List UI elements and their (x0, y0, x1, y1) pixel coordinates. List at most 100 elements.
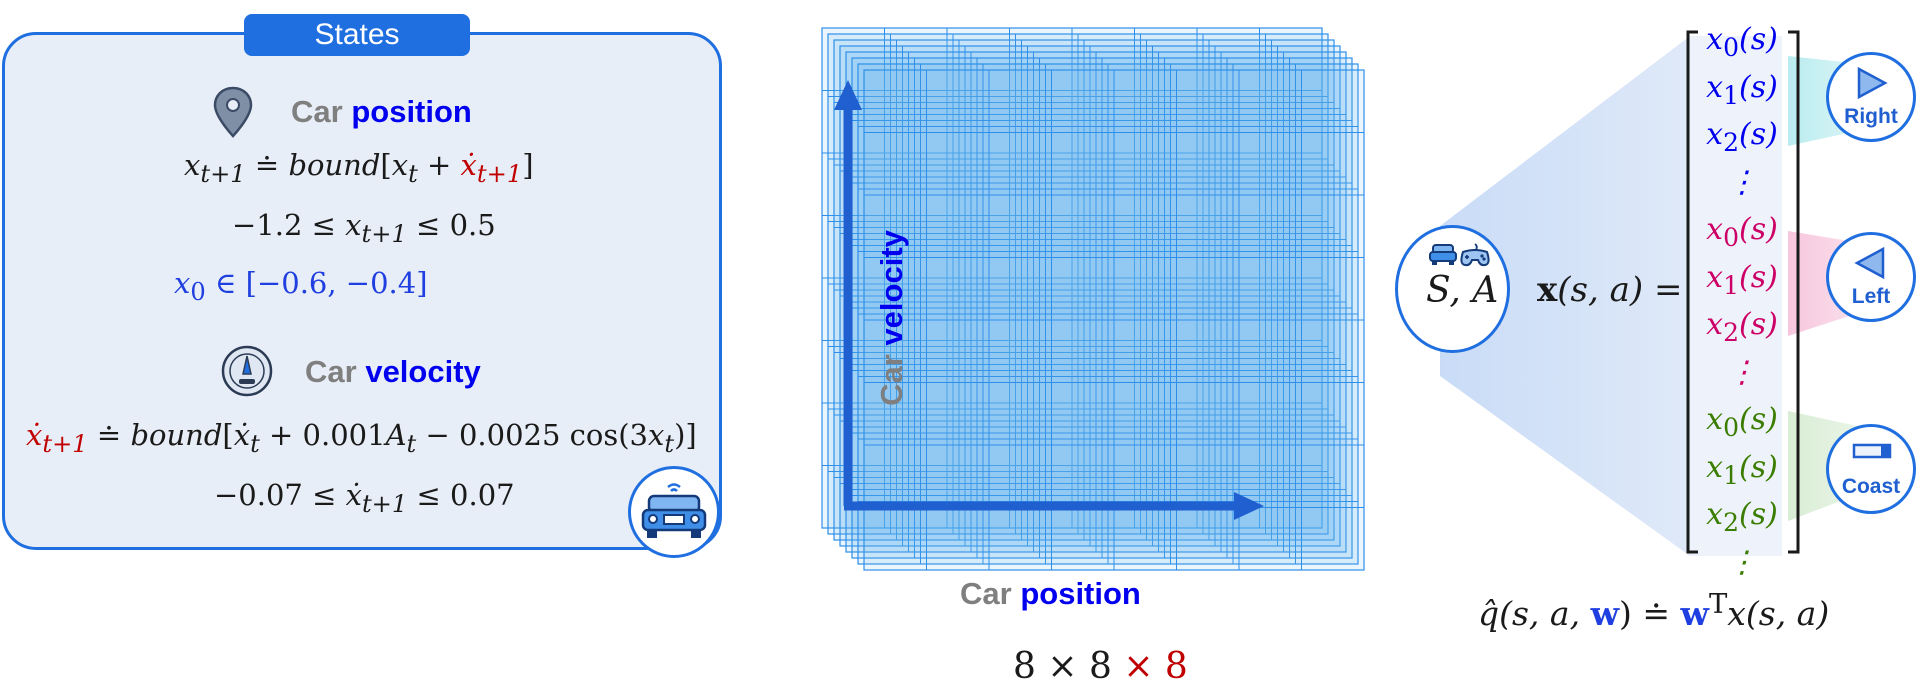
velocity-word: velocity (365, 354, 481, 389)
car-position-header: Car position (291, 94, 472, 130)
eq-op: ≐ (96, 418, 122, 452)
eq-sub: t+1 (476, 159, 523, 188)
feature-entry: x2(s) (1682, 307, 1802, 347)
feature-var: x (1706, 402, 1724, 437)
eq-var: x (391, 148, 409, 182)
car-word: Car (291, 94, 343, 129)
feature-var: x (1706, 212, 1724, 247)
q-hat: q̂ (1478, 594, 1500, 633)
feature-var: x (1706, 449, 1724, 485)
x-axis-arrowhead (1234, 492, 1264, 520)
car-word: Car (874, 354, 909, 406)
feature-arg: (s) (1739, 22, 1778, 57)
eq-sub: t+1 (361, 489, 408, 518)
feature-entry: x1(s) (1682, 70, 1802, 110)
triangle-left-icon (1854, 246, 1885, 280)
feature-args: (s, a) = (1557, 270, 1683, 310)
states-tab: States (244, 14, 470, 56)
eq-text: )] (674, 418, 697, 452)
car-small-icon (1428, 242, 1458, 270)
feature-entry: x0(s) (1682, 22, 1802, 62)
q-hat-equation: q̂(s, a, w) ≐ wTx(s, a) (1478, 588, 1829, 633)
feature-entry: x0(s) (1682, 212, 1802, 252)
eq-var: ẋ (460, 148, 477, 182)
eq-sub: t+1 (42, 429, 88, 458)
velocity-word: velocity (874, 230, 909, 346)
eq-var: x (184, 148, 201, 182)
eq-sub: t (664, 429, 675, 458)
feature-entry: x1(s) (1682, 450, 1802, 490)
axes-arrows (834, 80, 1264, 520)
y-axis-arrowhead (834, 80, 862, 110)
tiling-layer (851, 57, 1353, 559)
position-word: position (351, 94, 472, 129)
feature-sub: 1 (1723, 270, 1739, 300)
feature-entry: ⋮ (1682, 165, 1802, 205)
feature-arg: (s) (1739, 497, 1778, 532)
eq-var: ẋ (233, 418, 251, 452)
action-coast-label: Coast (1841, 475, 1901, 498)
action-left-circle: Left (1826, 232, 1916, 322)
q-features: x(s, a) (1727, 594, 1830, 633)
grid-size-tilings: × 8 (1123, 646, 1188, 687)
feature-var: ⋮ (1727, 544, 1757, 580)
eq-text: − 0.0025 cos(3 (416, 418, 649, 452)
tiling-layer (833, 39, 1335, 541)
feature-vector-lhs: x(s, a) = (1537, 270, 1682, 310)
eq-func: bound (130, 418, 223, 452)
weight-w: w (1590, 594, 1619, 633)
feature-sub: 0 (1723, 223, 1739, 252)
action-right-circle: Right (1826, 52, 1916, 142)
feature-sub: 1 (1723, 460, 1739, 490)
feature-arg: (s) (1739, 307, 1778, 342)
eq-op: + (427, 148, 452, 182)
eq-sub: t+1 (361, 219, 407, 248)
position-init-equation: x0 ∈ [−0.6, −0.4] (174, 266, 428, 306)
car-badge (628, 466, 720, 558)
feature-var: x (1706, 69, 1724, 105)
q-args: (s, a, (1499, 594, 1591, 633)
feature-entry: x1(s) (1682, 260, 1802, 300)
eq-sub: t (406, 429, 417, 458)
feature-sub: 2 (1723, 128, 1739, 157)
eq-text: + 0.001 (259, 418, 386, 452)
eq-sub: t (250, 429, 260, 458)
vector-right-bracket (1788, 30, 1800, 554)
feature-entry: ⋮ (1682, 355, 1802, 395)
feature-sub: 2 (1723, 508, 1739, 537)
tile-grid-diagram (821, 27, 1365, 571)
feature-entry: x2(s) (1682, 117, 1802, 157)
y-axis-label: Car velocity (874, 188, 910, 448)
grid-size-part: 8 × 8 (1013, 646, 1124, 687)
eq-text: ≤ 0.5 (406, 208, 496, 242)
feature-entry: x2(s) (1682, 497, 1802, 537)
coast-bar-icon (1852, 443, 1892, 459)
bold-x: x (1537, 270, 1558, 310)
eq-var: x (174, 266, 191, 300)
action-right-label: Right (1844, 105, 1898, 128)
vector-backdrop (1690, 36, 1782, 556)
feature-sub: 0 (1723, 33, 1739, 62)
feature-sub: 0 (1723, 413, 1739, 442)
feature-arg: (s) (1739, 69, 1778, 105)
tiling-layer (863, 69, 1365, 571)
eq-func: bound (288, 148, 381, 182)
eq-text: −1.2 ≤ (232, 208, 346, 242)
feature-var: ⋮ (1727, 354, 1757, 390)
car-icon (641, 483, 707, 538)
position-bounds-equation: −1.2 ≤ xt+1 ≤ 0.5 (232, 208, 496, 248)
eq-text: ≤ 0.07 (407, 478, 515, 512)
x-axis-label: Car position (960, 576, 1141, 612)
eq-sub: t+1 (200, 159, 246, 188)
velocity-update-equation: ẋt+1 ≐ bound[ẋt + 0.001At − 0.0025 cos(3… (26, 418, 697, 458)
feature-arg: (s) (1739, 449, 1778, 485)
feature-sub: 1 (1723, 80, 1739, 110)
tiling-layer (827, 33, 1329, 535)
location-pin-icon (212, 86, 254, 142)
car-word: Car (305, 354, 357, 389)
state-action-label: S, A (1426, 270, 1499, 311)
eq-var: ẋ (26, 418, 43, 452)
feature-arg: (s) (1739, 117, 1778, 152)
feature-entry: x0(s) (1682, 402, 1802, 442)
feature-var: x (1706, 22, 1724, 57)
